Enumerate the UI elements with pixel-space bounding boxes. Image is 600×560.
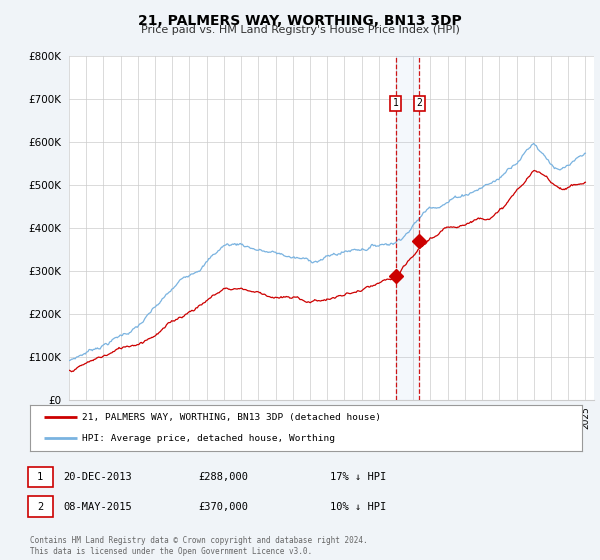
Text: 20-DEC-2013: 20-DEC-2013 — [63, 472, 132, 482]
Text: 1: 1 — [392, 99, 398, 108]
Text: HPI: Average price, detached house, Worthing: HPI: Average price, detached house, Wort… — [82, 434, 335, 443]
Text: Price paid vs. HM Land Registry's House Price Index (HPI): Price paid vs. HM Land Registry's House … — [140, 25, 460, 35]
Text: 08-MAY-2015: 08-MAY-2015 — [63, 502, 132, 512]
Text: £288,000: £288,000 — [198, 472, 248, 482]
Text: 10% ↓ HPI: 10% ↓ HPI — [330, 502, 386, 512]
Text: 21, PALMERS WAY, WORTHING, BN13 3DP (detached house): 21, PALMERS WAY, WORTHING, BN13 3DP (det… — [82, 413, 382, 422]
Text: 17% ↓ HPI: 17% ↓ HPI — [330, 472, 386, 482]
Text: £370,000: £370,000 — [198, 502, 248, 512]
Text: 2: 2 — [37, 502, 43, 512]
Text: Contains HM Land Registry data © Crown copyright and database right 2024.
This d: Contains HM Land Registry data © Crown c… — [30, 536, 368, 556]
Text: 21, PALMERS WAY, WORTHING, BN13 3DP: 21, PALMERS WAY, WORTHING, BN13 3DP — [138, 14, 462, 28]
Text: 2: 2 — [416, 99, 422, 108]
Bar — [395, 56, 419, 400]
Text: 1: 1 — [37, 472, 43, 482]
